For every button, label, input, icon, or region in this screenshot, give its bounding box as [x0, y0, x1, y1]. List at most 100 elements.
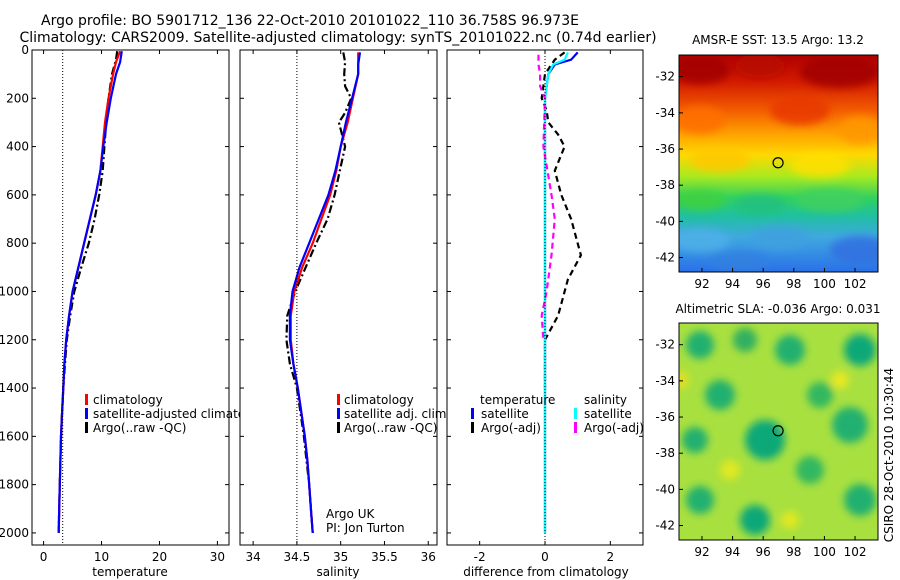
salinity-panel: 34 34.5 35 35.5 36 climatology satellite adj…: [239, 49, 450, 579]
sst-field: [679, 55, 878, 272]
temperature-panel: 0 10 20 30 0 200 400 600 800 1000 1200 1400 1600 1800…: [0, 43, 263, 579]
salinity-legend: climatology satellite adj. clim. Argo(..…: [337, 393, 450, 435]
x-tick-label: 98: [786, 277, 801, 291]
y-tick-label: 2000: [0, 526, 29, 540]
legend-swatch-temperature-satellite: [471, 408, 474, 419]
temperature-legend: climatology satellite-adjusted climatolo…: [85, 393, 263, 435]
x-tick-label: 96: [756, 277, 771, 291]
credit-line1: Argo UK: [326, 507, 375, 521]
legend-swatch-salinity-satellite: [574, 408, 577, 419]
legend-label-temperature-argo: Argo(-adj): [481, 421, 541, 435]
x-tick-label: 2: [607, 550, 615, 564]
legend-label-salinity-satellite: satellite: [584, 407, 632, 421]
argo-position-marker: [772, 425, 784, 437]
series-satellite-adj-clim: [288, 52, 362, 533]
x-tick-label: 102: [844, 545, 867, 559]
header-line1: Argo profile: BO 5901712_136 22-Oct-2010…: [41, 13, 579, 29]
temperature-xlabel: temperature: [92, 565, 167, 579]
x-tick-label: 94: [725, 545, 740, 559]
temperature-plot: 0 10 20 30 0 200 400 600 800 1000 1200 1400 1600 1800…: [0, 43, 229, 564]
sla-axes: 92 94 96 98 100 102 -32 -34 -36 -38 -40 -42: [655, 338, 866, 559]
x-tick-label: 34: [245, 550, 260, 564]
x-tick-label: 102: [844, 277, 867, 291]
x-tick-label: 0: [541, 550, 549, 564]
legend-swatch-climatology: [337, 394, 340, 405]
y-tick-label: 1000: [0, 284, 29, 298]
series-salinity-argo-adj: [537, 54, 556, 340]
sla-map-panel: Altimetric SLA: -0.036 Argo: 0.031: [655, 302, 880, 559]
header-line2: Climatology: CARS2009. Satellite-adjuste…: [19, 30, 656, 46]
x-tick-label: 96: [756, 545, 771, 559]
sla-field: [679, 323, 878, 540]
sst-axes: 92 94 96 98 100 102 -32 -34 -36 -38 -40 -42: [655, 70, 866, 291]
y-tick-label: -38: [655, 178, 675, 192]
y-tick-label: -32: [655, 70, 675, 84]
y-tick-label: -32: [655, 338, 675, 352]
sst-map-panel: AMSR-E SST: 13.5 Argo: 13.2: [655, 33, 879, 291]
y-tick-label: -38: [655, 446, 675, 460]
legend-swatch-salinity-argo: [574, 422, 577, 433]
argo-position-marker: [772, 157, 784, 169]
x-tick-label: 35: [333, 550, 348, 564]
x-tick-label: 92: [694, 545, 709, 559]
x-tick-label: 100: [813, 545, 836, 559]
y-tick-label: 1800: [0, 478, 29, 492]
y-tick-label: 800: [6, 236, 29, 250]
legend-swatch-argo: [337, 422, 340, 433]
legend-title-temperature: temperature: [480, 393, 555, 407]
difference-panel: -2 0 2 temperature satellite Argo(-adj) sa…: [446, 49, 644, 579]
credit-line2: PI: Jon Turton: [326, 521, 405, 535]
y-tick-label: -42: [655, 519, 675, 533]
x-tick-label: -2: [474, 550, 486, 564]
y-tick-label: -40: [655, 214, 675, 228]
legend-label-climatology: climatology: [93, 393, 163, 407]
y-tick-label: -42: [655, 251, 675, 265]
x-tick-label: 98: [786, 545, 801, 559]
y-tick-label: 1200: [0, 333, 29, 347]
y-tick-label: 400: [6, 140, 29, 154]
y-tick-label: 1600: [0, 429, 29, 443]
x-tick-label: 35.5: [371, 550, 398, 564]
salinity-plot: 34 34.5 35 35.5 36: [240, 49, 437, 564]
y-tick-label: 0: [21, 43, 29, 57]
x-tick-label: 20: [152, 550, 167, 564]
legend-swatch-satellite-adj: [337, 408, 340, 419]
salinity-xlabel: salinity: [316, 565, 359, 579]
legend-title-salinity: salinity: [584, 393, 627, 407]
legend-swatch-satellite-adjusted: [85, 408, 88, 419]
y-tick-label: -34: [655, 106, 675, 120]
sla-map-title: Altimetric SLA: -0.036 Argo: 0.031: [675, 302, 880, 316]
sst-map-title: AMSR-E SST: 13.5 Argo: 13.2: [692, 33, 864, 47]
x-tick-label: 92: [694, 277, 709, 291]
legend-swatch-temperature-argo: [471, 422, 474, 433]
x-tick-label: 0: [40, 550, 48, 564]
legend-label-temperature-satellite: satellite: [481, 407, 529, 421]
difference-legend: temperature satellite Argo(-adj) salinit…: [471, 393, 644, 435]
x-tick-label: 100: [813, 277, 836, 291]
legend-label-satellite-adjusted: satellite-adjusted climatolog: [93, 407, 263, 421]
y-tick-label: 1400: [0, 381, 29, 395]
legend-label-salinity-argo: Argo(-adj): [584, 421, 644, 435]
x-tick-label: 94: [725, 277, 740, 291]
legend-label-argo: Argo(..raw -QC): [93, 421, 186, 435]
y-tick-label: 200: [6, 91, 29, 105]
series-temperature-argo-adj: [540, 51, 583, 388]
y-tick-label: -40: [655, 482, 675, 496]
x-tick-label: 34.5: [284, 550, 311, 564]
x-tick-label: 30: [210, 550, 225, 564]
y-tick-label: -36: [655, 410, 675, 424]
legend-swatch-climatology: [85, 394, 88, 405]
x-tick-label: 10: [94, 550, 109, 564]
difference-xlabel: difference from climatology: [463, 565, 629, 579]
y-tick-label: 600: [6, 188, 29, 202]
legend-label-climatology: climatology: [344, 393, 414, 407]
y-tick-label: -36: [655, 142, 675, 156]
legend-swatch-argo: [85, 422, 88, 433]
y-tick-label: -34: [655, 374, 675, 388]
series-satellite-adjusted-climatolog: [57, 51, 123, 533]
legend-label-argo: Argo(..raw -QC): [344, 421, 437, 435]
footer-timestamp: CSIRO 28-Oct-2010 10:30:44: [882, 368, 896, 542]
x-tick-label: 36: [421, 550, 436, 564]
difference-plot: -2 0 2: [447, 49, 643, 564]
